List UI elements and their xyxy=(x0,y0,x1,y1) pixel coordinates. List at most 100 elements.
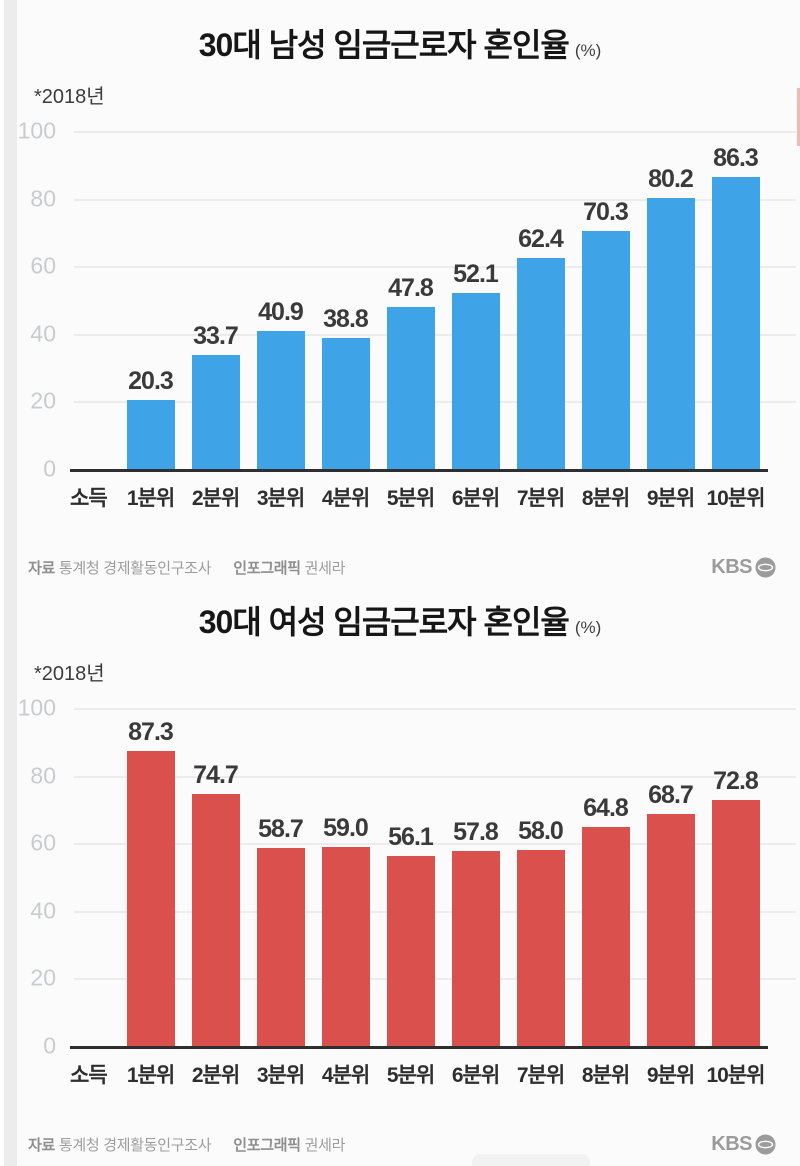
bar-slot: 58.0 xyxy=(508,708,573,1046)
bar-value-label: 74.7 xyxy=(193,760,239,789)
source-credit-text: 자료 통계청 경제활동인구조사 인포그래픽 권세라 xyxy=(28,1134,345,1155)
year-annotation: *2018년 xyxy=(34,86,105,108)
source-text: 통계청 경제활동인구조사 xyxy=(58,1137,212,1154)
bar xyxy=(581,826,630,1046)
year-annotation: *2018년 xyxy=(34,663,105,685)
gridline xyxy=(74,775,796,778)
bars-container: 20.3 33.7 40.9 38.8 47.8 52.1 62.4 70.3 80.2 86.3 xyxy=(118,131,768,469)
y-axis-tick-label: 40 xyxy=(30,897,56,924)
bar xyxy=(516,258,565,469)
bar xyxy=(126,750,175,1046)
bar-chart-plot-area: 100 80 60 40 20 0 87.3 74.7 58.7 59.0 56.1 57.8 58.… xyxy=(18,696,796,1057)
bar-slot: 74.7 xyxy=(183,708,248,1046)
bar xyxy=(191,793,240,1046)
y-axis-tick-label: 60 xyxy=(30,252,56,279)
bar xyxy=(451,850,500,1046)
gridline xyxy=(74,198,796,201)
bar-value-label: 47.8 xyxy=(388,274,434,303)
x-axis-category: 2분위 xyxy=(191,1064,240,1087)
kbs-logo: KBS xyxy=(711,556,776,579)
bar xyxy=(516,849,565,1046)
bar-value-label: 52.1 xyxy=(453,259,499,288)
bar-chart-plot-area: 100 80 60 40 20 0 20.3 33.7 40.9 38.8 47.8 52.1 62.… xyxy=(18,119,796,480)
bar-slot: 86.3 xyxy=(703,131,768,469)
bar xyxy=(711,177,760,469)
chart-title-text: 30대 남성 임금근로자 혼인율 xyxy=(198,27,570,63)
bars-container: 87.3 74.7 58.7 59.0 56.1 57.8 58.0 64.8 68.7 72.8 xyxy=(118,708,768,1046)
x-axis-category: 6분위 xyxy=(451,1064,500,1087)
bar-slot: 59.0 xyxy=(313,708,378,1046)
x-axis-category: 8분위 xyxy=(581,1064,630,1087)
source-footer: 자료 통계청 경제활동인구조사 인포그래픽 권세라 KBS xyxy=(28,1133,776,1156)
x-axis-category: 3분위 xyxy=(256,1064,305,1087)
source-credit-text: 자료 통계청 경제활동인구조사 인포그래픽 권세라 xyxy=(28,557,345,578)
bar-value-label: 58.7 xyxy=(258,814,304,843)
chart-title-text: 30대 여성 임금근로자 혼인율 xyxy=(198,604,570,640)
bar-value-label: 59.0 xyxy=(323,813,369,842)
x-axis-labels: 소득 1분위 2분위 3분위 4분위 5분위 6분위 7분위 8분위 9분위 10분위 xyxy=(70,482,768,512)
y-axis-tick-label: 40 xyxy=(30,320,56,347)
bar-slot: 72.8 xyxy=(703,708,768,1046)
credit-label: 인포그래픽 xyxy=(233,560,301,577)
left-edge-strip xyxy=(0,0,17,1166)
bar-value-label: 40.9 xyxy=(258,297,304,326)
x-axis-category: 9분위 xyxy=(646,1064,695,1087)
x-axis-category: 2분위 xyxy=(191,487,240,510)
bar-value-label: 58.0 xyxy=(518,816,564,845)
bar-value-label: 56.1 xyxy=(388,823,434,852)
credit-label: 인포그래픽 xyxy=(233,1137,301,1154)
x-axis-categories: 1분위 2분위 3분위 4분위 5분위 6분위 7분위 8분위 9분위 10분위 xyxy=(118,482,768,512)
bar-slot: 58.7 xyxy=(248,708,313,1046)
bar-value-label: 80.2 xyxy=(648,164,694,193)
y-axis-tick-label: 20 xyxy=(30,964,56,991)
x-axis-category: 5분위 xyxy=(386,487,435,510)
gridline xyxy=(74,708,796,710)
x-axis-category: 7분위 xyxy=(516,1064,565,1087)
bar xyxy=(646,813,695,1046)
x-axis-category: 3분위 xyxy=(256,487,305,510)
bar xyxy=(321,846,370,1046)
x-axis-category: 1분위 xyxy=(126,1064,175,1087)
bar xyxy=(646,197,695,469)
bar-slot: 57.8 xyxy=(443,708,508,1046)
source-label: 자료 xyxy=(28,1137,56,1154)
y-axis-labels: 100 80 60 40 20 0 xyxy=(18,696,64,1057)
bar-value-label: 62.4 xyxy=(518,225,564,254)
bar xyxy=(126,400,175,469)
bar-slot: 70.3 xyxy=(573,131,638,469)
y-axis-tick-label: 100 xyxy=(17,694,56,721)
x-axis-labels: 소득 1분위 2분위 3분위 4분위 5분위 6분위 7분위 8분위 9분위 10분위 xyxy=(70,1059,768,1089)
bar xyxy=(256,847,305,1046)
gridline xyxy=(74,333,796,336)
bar-value-label: 72.8 xyxy=(713,766,759,795)
credit-text: 권세라 xyxy=(304,1137,346,1154)
y-axis-tick-label: 20 xyxy=(30,387,56,414)
chart-title-unit: (%) xyxy=(574,41,602,60)
bar-value-label: 64.8 xyxy=(583,793,629,822)
x-axis-category: 8분위 xyxy=(581,487,630,510)
bar-slot: 33.7 xyxy=(183,131,248,469)
x-axis-title: 소득 xyxy=(70,1064,108,1087)
bar-value-label: 70.3 xyxy=(583,198,629,227)
x-axis-category: 1분위 xyxy=(126,487,175,510)
y-axis-tick-label: 80 xyxy=(30,762,56,789)
x-axis-category: 5분위 xyxy=(386,1064,435,1087)
bar-value-label: 38.8 xyxy=(323,304,369,333)
x-axis-category: 4분위 xyxy=(321,1064,370,1087)
gridline xyxy=(74,843,796,846)
bar-slot: 62.4 xyxy=(508,131,573,469)
source-text: 통계청 경제활동인구조사 xyxy=(58,560,212,577)
kbs-emblem-icon xyxy=(755,557,776,578)
x-axis-category: 6분위 xyxy=(451,487,500,510)
bar xyxy=(321,337,370,469)
bar xyxy=(256,330,305,469)
gridline xyxy=(74,978,796,981)
x-axis-category: 10분위 xyxy=(706,487,766,510)
gridline xyxy=(74,131,796,133)
y-axis-tick-label: 60 xyxy=(30,829,56,856)
y-axis-tick-label: 0 xyxy=(43,455,56,482)
bar-value-label: 20.3 xyxy=(128,367,174,396)
bar-slot: 40.9 xyxy=(248,131,313,469)
chart-title: 30대 여성 임금근로자 혼인율 (%) xyxy=(0,577,800,647)
